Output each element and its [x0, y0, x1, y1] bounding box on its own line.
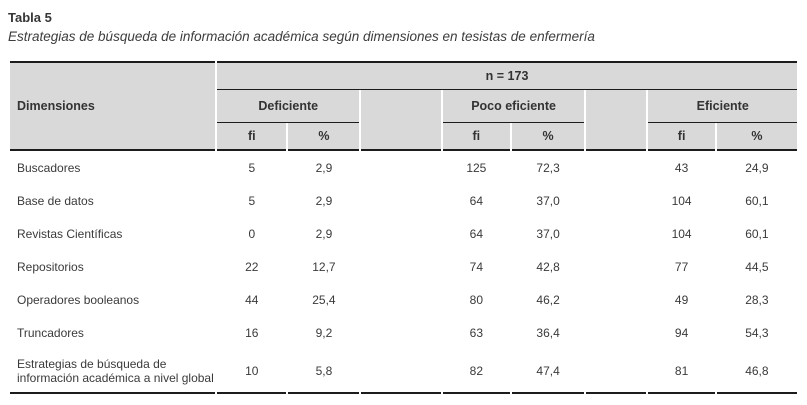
cell-pct-deficiente: 2,9	[288, 217, 360, 250]
cell-spacer	[361, 283, 441, 316]
cell-pct-poco-eficiente: 37,0	[511, 184, 585, 217]
table-row: Estrategias de búsqueda de información a…	[10, 349, 797, 394]
cell-pct-poco-eficiente: 46,2	[511, 283, 585, 316]
cell-fi-deficiente: 16	[217, 316, 287, 349]
cell-spacer	[361, 184, 441, 217]
cell-fi-eficiente: 104	[648, 184, 715, 217]
subheader-fi-deficiente: fi	[217, 123, 287, 151]
subheader-pct-poco-eficiente: %	[511, 123, 585, 151]
cell-fi-poco-eficiente: 125	[442, 151, 510, 184]
table-number: Tabla 5	[8, 10, 52, 25]
cell-fi-deficiente: 0	[217, 217, 287, 250]
cell-pct-deficiente: 2,9	[288, 151, 360, 184]
table-row: Buscadores 5 2,9 125 72,3 43 24,9	[10, 151, 797, 184]
cell-spacer	[361, 151, 441, 184]
cell-fi-eficiente: 81	[648, 349, 715, 394]
group-header-eficiente: Eficiente	[648, 90, 797, 123]
cell-spacer	[361, 316, 441, 349]
cell-pct-deficiente: 25,4	[288, 283, 360, 316]
table-caption: Tabla 5 Estrategias de búsqueda de infor…	[8, 10, 799, 45]
cell-fi-poco-eficiente: 64	[442, 217, 510, 250]
cell-fi-deficiente: 5	[217, 151, 287, 184]
header-row-groups: Deficiente Poco eficiente Eficiente	[10, 90, 797, 123]
cell-fi-eficiente: 77	[648, 250, 715, 283]
cell-spacer	[586, 250, 647, 283]
cell-fi-poco-eficiente: 63	[442, 316, 510, 349]
table-row: Revistas Científicas 0 2,9 64 37,0 104 6…	[10, 217, 797, 250]
subheader-pct-eficiente: %	[716, 123, 797, 151]
group-header-poco-eficiente: Poco eficiente	[442, 90, 585, 123]
cell-fi-eficiente: 43	[648, 151, 715, 184]
statistics-table: Dimensiones n = 173 Deficiente Poco efic…	[8, 61, 799, 394]
cell-pct-eficiente: 46,8	[716, 349, 797, 394]
cell-pct-eficiente: 24,9	[716, 151, 797, 184]
dimension-label: Estrategias de búsqueda de información a…	[10, 349, 216, 394]
cell-fi-poco-eficiente: 80	[442, 283, 510, 316]
dimension-label: Repositorios	[10, 250, 216, 283]
cell-fi-deficiente: 5	[217, 184, 287, 217]
header-row-n: Dimensiones n = 173	[10, 61, 797, 151]
cell-spacer	[586, 283, 647, 316]
cell-fi-eficiente: 49	[648, 283, 715, 316]
table-row: Truncadores 16 9,2 63 36,4 94 54,3	[10, 316, 797, 349]
header-row-subcolumns: fi % fi % fi %	[10, 123, 797, 151]
group-header-deficiente: Deficiente	[217, 90, 360, 123]
table-row: Base de datos 5 2,9 64 37,0 104 60,1	[10, 184, 797, 217]
table-row: Repositorios 22 12,7 74 42,8 77 44,5	[10, 250, 797, 283]
cell-pct-poco-eficiente: 72,3	[511, 151, 585, 184]
subheader-fi-poco-eficiente: fi	[442, 123, 510, 151]
cell-fi-deficiente: 22	[217, 250, 287, 283]
header-spacer	[586, 90, 647, 123]
cell-pct-deficiente: 12,7	[288, 250, 360, 283]
dimension-label: Buscadores	[10, 151, 216, 184]
cell-pct-eficiente: 60,1	[716, 184, 797, 217]
cell-spacer	[361, 349, 441, 394]
cell-fi-poco-eficiente: 82	[442, 349, 510, 394]
cell-pct-poco-eficiente: 47,4	[511, 349, 585, 394]
cell-fi-deficiente: 10	[217, 349, 287, 394]
cell-pct-poco-eficiente: 37,0	[511, 217, 585, 250]
cell-fi-eficiente: 94	[648, 316, 715, 349]
cell-pct-eficiente: 60,1	[716, 217, 797, 250]
subheader-fi-eficiente: fi	[648, 123, 715, 151]
cell-pct-deficiente: 5,8	[288, 349, 360, 394]
cell-pct-poco-eficiente: 36,4	[511, 316, 585, 349]
cell-pct-eficiente: 28,3	[716, 283, 797, 316]
cell-spacer	[586, 316, 647, 349]
table-title: Estrategias de búsqueda de información a…	[8, 29, 595, 44]
cell-spacer	[586, 349, 647, 394]
dimension-label: Base de datos	[10, 184, 216, 217]
header-spacer	[361, 123, 441, 151]
subheader-pct-deficiente: %	[288, 123, 360, 151]
cell-pct-poco-eficiente: 42,8	[511, 250, 585, 283]
dimension-label: Truncadores	[10, 316, 216, 349]
header-spacer	[361, 90, 441, 123]
cell-spacer	[586, 217, 647, 250]
dimension-label: Operadores booleanos	[10, 283, 216, 316]
column-header-dimensiones: Dimensiones	[10, 61, 216, 151]
cell-spacer	[586, 151, 647, 184]
cell-pct-eficiente: 54,3	[716, 316, 797, 349]
dimension-label: Revistas Científicas	[10, 217, 216, 250]
cell-fi-poco-eficiente: 64	[442, 184, 510, 217]
cell-spacer	[361, 250, 441, 283]
cell-fi-poco-eficiente: 74	[442, 250, 510, 283]
cell-pct-deficiente: 2,9	[288, 184, 360, 217]
table-row: Operadores booleanos 44 25,4 80 46,2 49 …	[10, 283, 797, 316]
cell-fi-eficiente: 104	[648, 217, 715, 250]
cell-spacer	[586, 184, 647, 217]
cell-spacer	[361, 217, 441, 250]
sample-size-header: n = 173	[217, 61, 797, 90]
cell-pct-deficiente: 9,2	[288, 316, 360, 349]
cell-pct-eficiente: 44,5	[716, 250, 797, 283]
cell-fi-deficiente: 44	[217, 283, 287, 316]
header-spacer	[586, 123, 647, 151]
